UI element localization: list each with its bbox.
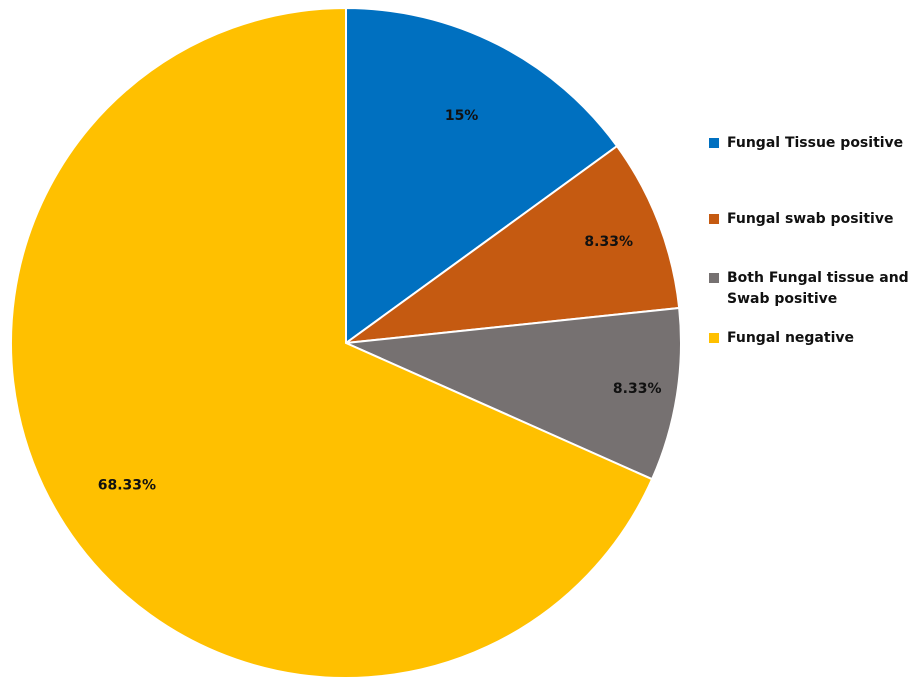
legend-swatch-fungal-tissue-positive	[709, 138, 719, 148]
slice-both-positive	[342, 306, 682, 481]
legend-label-fungal-swab-positive: Fungal swab positive	[727, 211, 894, 227]
legend-item-fungal-tissue-positive: Fungal Tissue positive	[709, 133, 921, 154]
pie-chart: 15% 8.33% 8.33% 68.33%	[10, 6, 682, 679]
slice-fungal-negative	[10, 6, 654, 679]
legend-swatch-fungal-swab-positive	[709, 214, 719, 224]
data-label-fungal-tissue-positive: 15%	[445, 108, 479, 124]
data-label-both-positive: 8.33%	[613, 381, 662, 397]
legend-item-both-positive: Both Fungal tissue and Swab positive	[709, 268, 921, 310]
legend: Fungal Tissue positive Fungal swab posit…	[709, 133, 921, 371]
legend-swatch-fungal-negative	[709, 333, 719, 343]
data-label-fungal-swab-positive: 8.33%	[584, 234, 633, 250]
pie-slices	[10, 6, 682, 679]
data-label-fungal-negative: 68.33%	[98, 477, 156, 493]
legend-swatch-both-positive	[709, 273, 719, 283]
legend-label-fungal-negative: Fungal negative	[727, 330, 854, 346]
pie-data-labels: 15% 8.33% 8.33% 68.33%	[98, 108, 662, 493]
legend-label-fungal-tissue-positive: Fungal Tissue positive	[727, 135, 904, 151]
legend-item-fungal-swab-positive: Fungal swab positive	[709, 209, 921, 230]
legend-item-fungal-negative: Fungal negative	[709, 328, 921, 349]
legend-label-both-positive: Both Fungal tissue and Swab positive	[727, 270, 909, 307]
slice-fungal-swab-positive	[342, 144, 681, 345]
slice-fungal-tissue-positive	[345, 6, 619, 345]
